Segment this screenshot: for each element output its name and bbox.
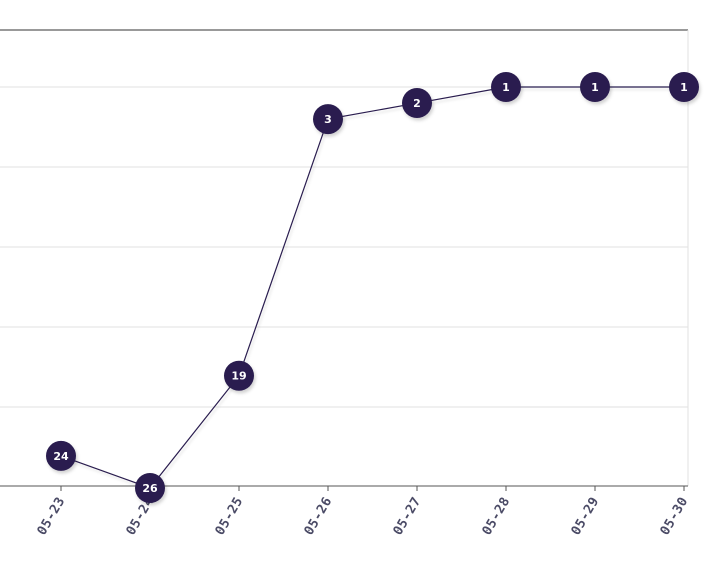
data-point-marker[interactable]: [491, 72, 521, 102]
grid-lines: [0, 29, 689, 486]
data-point-marker[interactable]: [313, 104, 343, 135]
data-point[interactable]: 1: [491, 72, 521, 102]
x-tick-label: 05-28: [480, 495, 514, 539]
data-point-label: 1: [680, 81, 688, 94]
data-point[interactable]: 26: [135, 473, 165, 503]
data-points: 24 26 19 3 2 1 1 1: [46, 72, 699, 503]
series-line: [60, 86, 684, 489]
data-point-label: 24: [53, 450, 69, 463]
data-point-marker[interactable]: [402, 88, 432, 119]
x-tick-label: 05-26: [302, 495, 336, 539]
data-point-label: 3: [324, 113, 332, 126]
data-point-label: 26: [142, 482, 158, 495]
data-point-label: 1: [502, 81, 510, 94]
data-point[interactable]: 2: [402, 88, 432, 119]
data-point-marker[interactable]: [135, 473, 165, 503]
data-point[interactable]: 24: [46, 440, 76, 471]
data-point[interactable]: 1: [580, 72, 610, 102]
data-point-marker[interactable]: [669, 72, 699, 102]
x-axis: 05-23 05-24 05-25 05-26 05-27 05-28 05-29 05-30: [0, 485, 692, 539]
x-tick-label: 05-25: [213, 495, 247, 539]
x-tick-label: 05-29: [569, 495, 603, 539]
data-point-label: 19: [231, 370, 246, 383]
data-point[interactable]: 19: [224, 360, 254, 391]
data-point[interactable]: 3: [313, 104, 343, 135]
series-polyline: [60, 86, 684, 489]
data-point-marker[interactable]: [46, 440, 76, 471]
x-tick-label: 05-27: [391, 495, 425, 539]
data-point-marker[interactable]: [580, 72, 610, 102]
data-point-marker[interactable]: [224, 360, 254, 391]
data-point-label: 2: [413, 97, 421, 110]
data-point-label: 1: [591, 81, 599, 94]
x-tick-label: 05-23: [35, 495, 69, 539]
x-tick-label: 05-30: [658, 495, 692, 539]
data-point[interactable]: 1: [669, 72, 699, 102]
